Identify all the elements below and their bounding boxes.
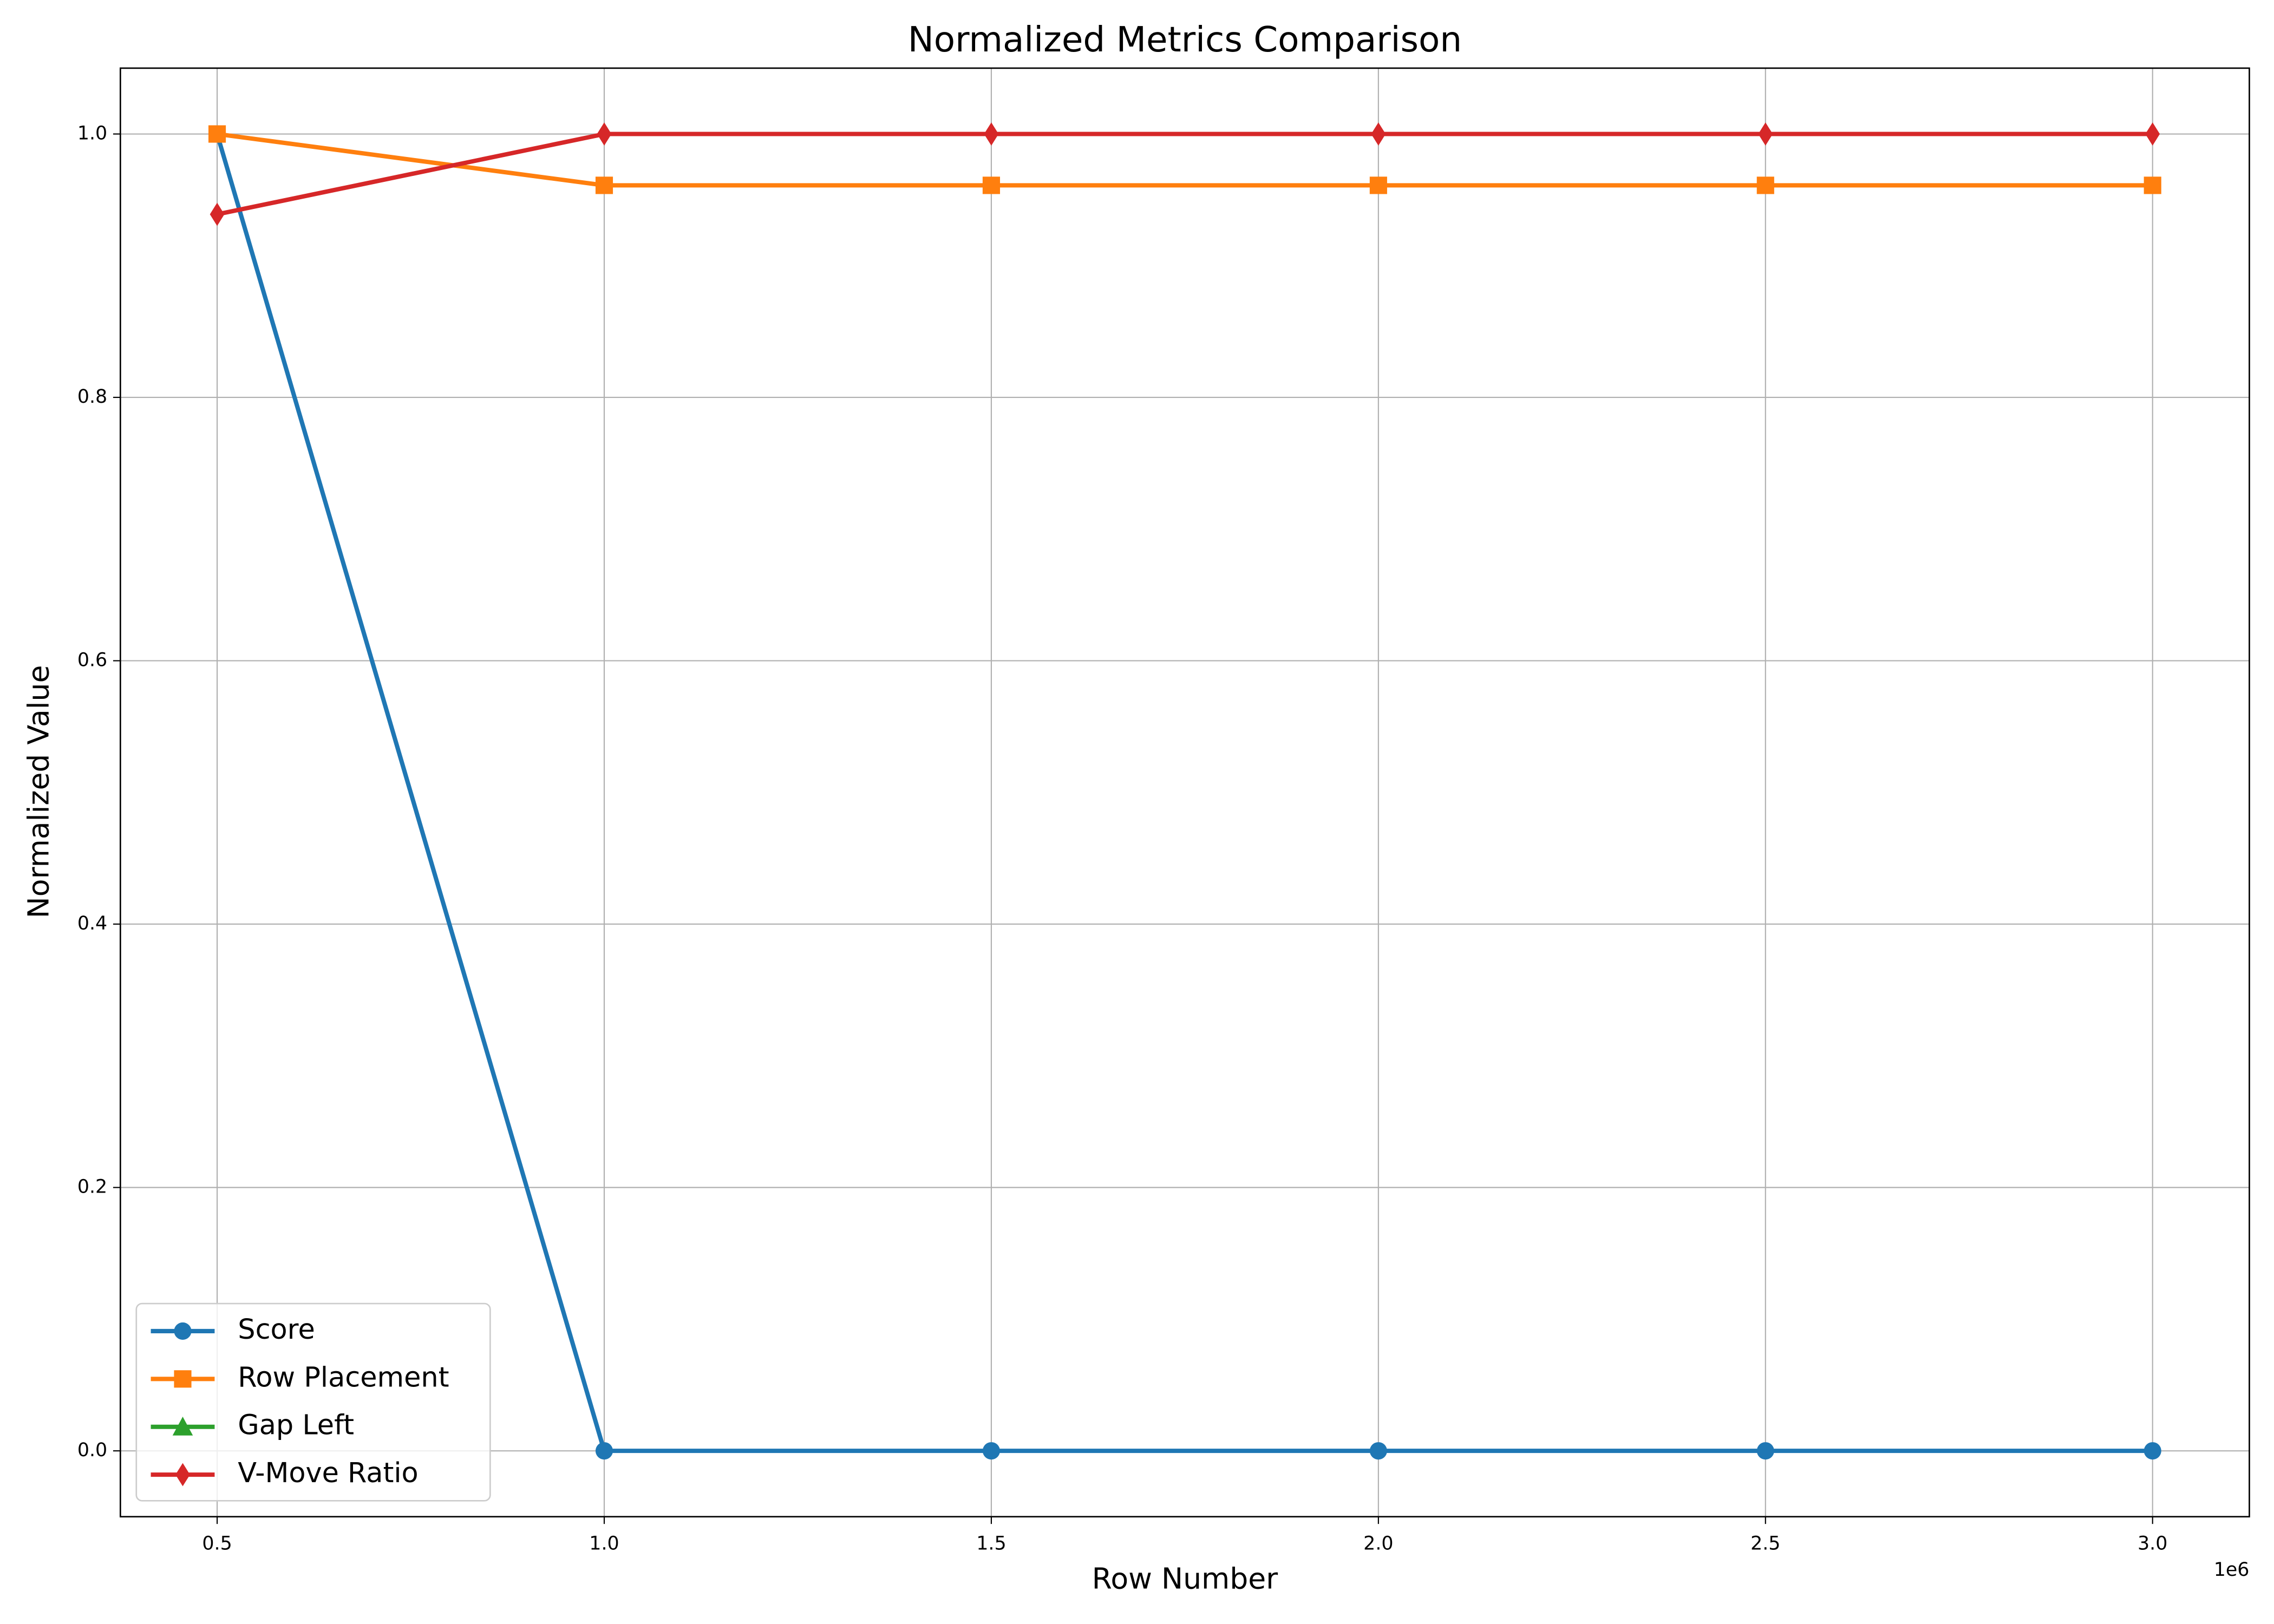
legend-box bbox=[135, 1302, 491, 1502]
y-tick-label: 0.6 bbox=[77, 650, 107, 671]
y-tick-label: 0.8 bbox=[77, 386, 107, 408]
data-point bbox=[982, 176, 1000, 194]
x-offset-label: 1e6 bbox=[2214, 1559, 2250, 1581]
data-point bbox=[2144, 1442, 2161, 1460]
legend-marker bbox=[174, 1322, 192, 1340]
x-tick-label: 2.0 bbox=[1363, 1533, 1393, 1555]
legend-label: Gap Left bbox=[238, 1410, 354, 1442]
data-point bbox=[595, 176, 613, 194]
x-tick-label: 2.5 bbox=[1750, 1533, 1780, 1555]
data-point bbox=[1369, 1442, 1387, 1460]
y-tick-label: 0.0 bbox=[77, 1439, 107, 1461]
legend-label: V-Move Ratio bbox=[238, 1457, 418, 1489]
data-point bbox=[1758, 122, 1773, 146]
data-point bbox=[208, 125, 226, 143]
plot-frame bbox=[119, 67, 2250, 1518]
series-line bbox=[217, 132, 2153, 188]
chart-title: Normalized Metrics Comparison bbox=[908, 19, 1462, 60]
legend-marker bbox=[175, 1463, 190, 1487]
y-tick-label: 1.0 bbox=[77, 123, 107, 145]
data-point bbox=[210, 202, 225, 226]
data-point bbox=[1756, 1442, 1774, 1460]
x-tick-label: 0.5 bbox=[202, 1533, 232, 1555]
y-tick-label: 0.2 bbox=[77, 1176, 107, 1198]
data-point bbox=[595, 1442, 613, 1460]
x-tick-label: 3.0 bbox=[2138, 1533, 2167, 1555]
x-tick-label: 1.5 bbox=[976, 1533, 1006, 1555]
legend-label: Score bbox=[238, 1314, 315, 1346]
data-point bbox=[2144, 176, 2161, 194]
data-point bbox=[597, 122, 612, 146]
legend-marker bbox=[174, 1370, 192, 1388]
legend-label: Row Placement bbox=[238, 1361, 449, 1393]
x-tick-label: 1.0 bbox=[589, 1533, 619, 1555]
y-axis-label: Normalized Value bbox=[22, 665, 56, 919]
data-point bbox=[1369, 176, 1387, 194]
series-line bbox=[217, 132, 2153, 217]
data-point bbox=[2145, 122, 2160, 146]
data-point bbox=[982, 1442, 1000, 1460]
series-line bbox=[215, 133, 2153, 1453]
y-tick-label: 0.4 bbox=[77, 913, 107, 934]
data-point bbox=[1371, 122, 1386, 146]
data-point bbox=[984, 122, 999, 146]
x-axis-label: Row Number bbox=[1092, 1561, 1279, 1595]
legend-marker bbox=[172, 1416, 193, 1436]
data-point bbox=[1756, 176, 1774, 194]
